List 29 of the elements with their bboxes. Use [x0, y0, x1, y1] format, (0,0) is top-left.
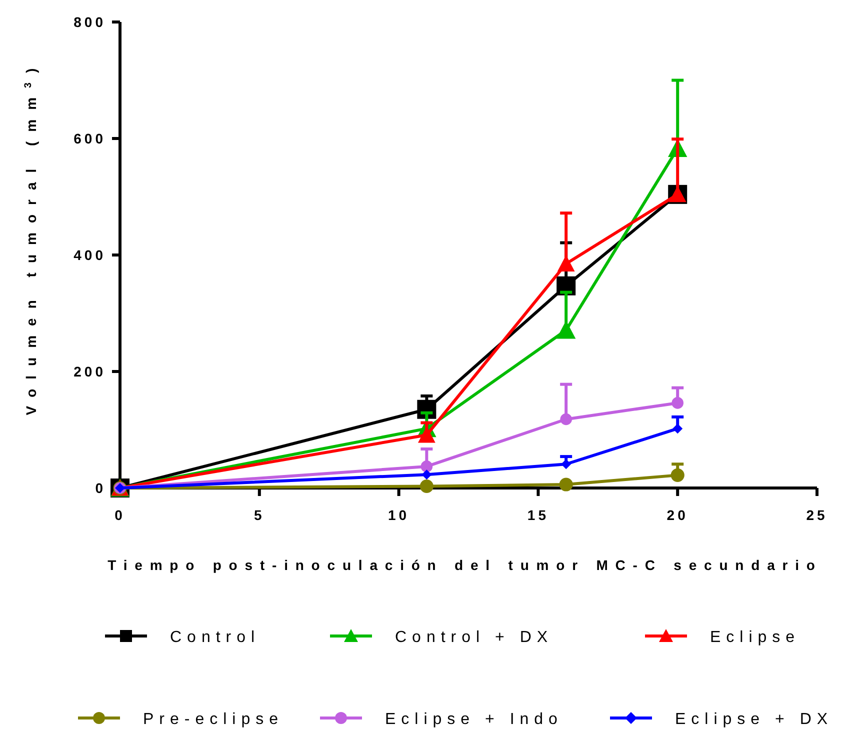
x-tick-label: 10 [388, 507, 410, 523]
x-axis-title: Tiempo post-inoculación del tumor MC-C secundario [108, 557, 822, 573]
point [559, 478, 573, 492]
x-tick-label: 15 [527, 507, 549, 523]
x-tick-label: 25 [806, 507, 828, 523]
legend-label: Eclipse [710, 629, 800, 646]
x-tick-label: 20 [666, 507, 688, 523]
point [557, 255, 575, 272]
y-tick-label: 400 [74, 247, 106, 263]
point [556, 320, 576, 339]
y-tick-label: 600 [74, 130, 106, 146]
y-tick-label: 200 [74, 364, 106, 380]
y-tick-label: 800 [74, 14, 106, 30]
point [672, 397, 684, 409]
point [560, 413, 572, 426]
point [670, 468, 684, 482]
point [422, 470, 432, 480]
legend-label: Eclipse + Indo [385, 711, 563, 728]
point [561, 459, 572, 470]
point [420, 460, 433, 472]
point [672, 424, 683, 434]
x-tick-label: 0 [114, 507, 126, 523]
point [420, 479, 434, 494]
legend-label: Eclipse + DX [675, 711, 834, 728]
x-tick-label: 5 [254, 507, 265, 523]
legend-label: Control + DX [395, 629, 554, 646]
y-tick-label: 0 [95, 480, 106, 496]
legend-label: Control [170, 629, 260, 646]
legend-label: Pre-eclipse [143, 711, 284, 728]
